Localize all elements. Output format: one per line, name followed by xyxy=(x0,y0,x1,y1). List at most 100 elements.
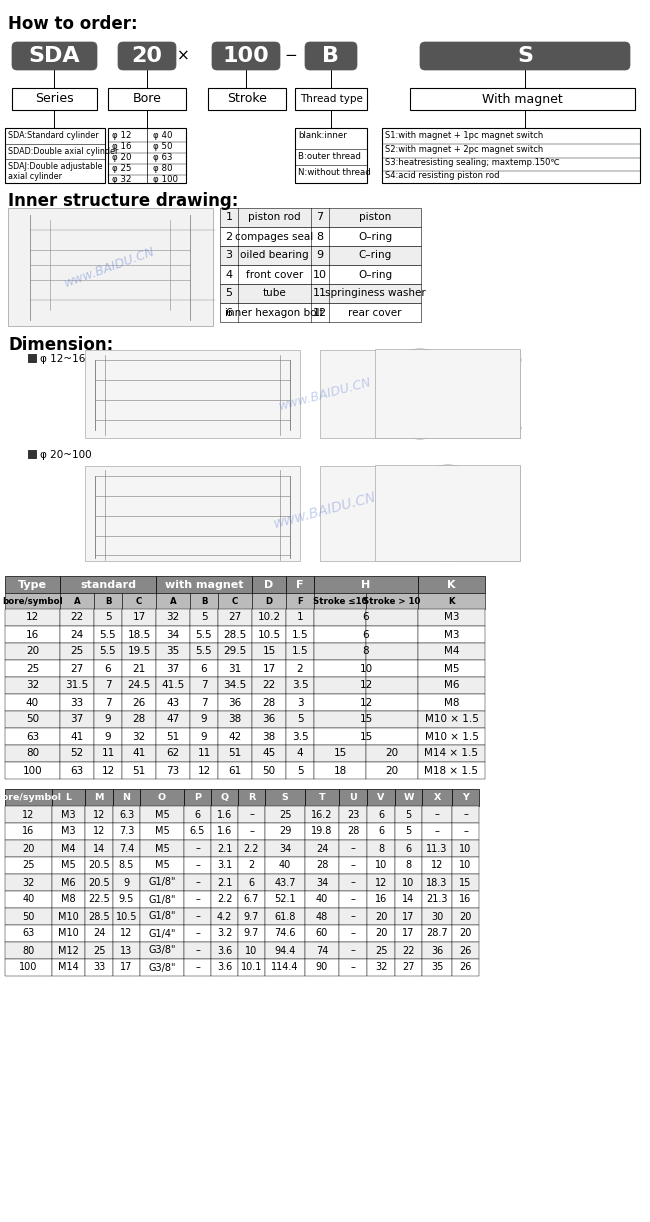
Text: 7.4: 7.4 xyxy=(119,843,134,853)
FancyBboxPatch shape xyxy=(118,42,176,70)
Bar xyxy=(218,694,252,711)
Text: Dimension:: Dimension: xyxy=(8,336,113,354)
Text: Type: Type xyxy=(18,579,47,589)
Text: 33: 33 xyxy=(70,698,84,708)
Bar xyxy=(375,466,520,561)
Text: 100: 100 xyxy=(20,963,38,973)
Bar xyxy=(218,593,252,609)
Text: 20: 20 xyxy=(375,912,387,921)
Bar xyxy=(422,840,452,857)
Text: 20: 20 xyxy=(26,646,39,656)
Text: 24: 24 xyxy=(93,929,105,938)
Text: 3.6: 3.6 xyxy=(217,963,232,973)
Text: 41.5: 41.5 xyxy=(161,681,185,690)
Bar xyxy=(252,609,286,626)
Bar xyxy=(265,874,305,891)
Text: 28.5: 28.5 xyxy=(88,912,110,921)
Text: oiled bearing: oiled bearing xyxy=(240,251,309,260)
Text: 6: 6 xyxy=(378,826,384,837)
Bar xyxy=(218,711,252,728)
Bar xyxy=(265,925,305,942)
Text: 37: 37 xyxy=(166,664,179,673)
Bar xyxy=(418,728,485,745)
Bar xyxy=(395,925,422,942)
Bar xyxy=(113,840,140,857)
Bar xyxy=(85,466,300,561)
Text: 3: 3 xyxy=(226,251,233,260)
Text: G3/8": G3/8" xyxy=(148,963,176,973)
Bar xyxy=(113,942,140,959)
Text: 6: 6 xyxy=(194,809,201,820)
Bar xyxy=(211,959,238,976)
Text: 51: 51 xyxy=(133,765,146,776)
Text: 41: 41 xyxy=(70,732,84,742)
Text: B: B xyxy=(322,46,339,66)
Bar xyxy=(5,959,52,976)
Text: 36: 36 xyxy=(431,946,443,956)
Text: –: – xyxy=(195,860,200,870)
Text: U: U xyxy=(349,793,357,802)
Text: K: K xyxy=(448,596,455,605)
Text: 45: 45 xyxy=(263,749,276,759)
Text: 20.5: 20.5 xyxy=(88,877,110,887)
Text: S4:acid resisting piston rod: S4:acid resisting piston rod xyxy=(385,171,499,181)
Bar xyxy=(113,891,140,908)
Text: 6: 6 xyxy=(363,629,369,639)
Bar xyxy=(85,807,113,822)
Text: M14 × 1.5: M14 × 1.5 xyxy=(424,749,478,759)
Bar xyxy=(140,925,184,942)
Bar xyxy=(422,807,452,822)
Bar xyxy=(418,660,485,677)
Text: 9: 9 xyxy=(105,732,111,742)
Bar xyxy=(211,942,238,959)
Text: φ 80: φ 80 xyxy=(153,164,172,174)
Bar xyxy=(190,677,218,694)
Bar xyxy=(5,609,60,626)
Text: 6: 6 xyxy=(363,612,369,622)
Text: 35: 35 xyxy=(166,646,179,656)
Text: Stroke > 10: Stroke > 10 xyxy=(363,596,421,605)
Bar xyxy=(140,959,184,976)
Bar xyxy=(60,576,156,593)
Text: –: – xyxy=(463,826,468,837)
Text: Bore: Bore xyxy=(133,93,161,105)
Text: compages seal: compages seal xyxy=(235,231,313,242)
Bar xyxy=(238,789,265,807)
Bar xyxy=(339,891,367,908)
Bar xyxy=(156,626,190,643)
Bar xyxy=(422,942,452,959)
Text: 24: 24 xyxy=(70,629,84,639)
Text: bore/symbol: bore/symbol xyxy=(2,596,63,605)
Text: 3.1: 3.1 xyxy=(217,860,232,870)
Bar xyxy=(305,891,339,908)
Bar xyxy=(265,891,305,908)
Bar xyxy=(418,745,485,763)
Bar xyxy=(220,208,421,227)
Bar xyxy=(286,660,314,677)
Text: 10.5: 10.5 xyxy=(257,629,281,639)
Bar xyxy=(314,576,418,593)
Text: 61: 61 xyxy=(228,765,242,776)
Bar xyxy=(211,822,238,840)
Text: 25: 25 xyxy=(93,946,105,956)
Text: M4: M4 xyxy=(61,843,76,853)
Bar xyxy=(94,745,122,763)
Text: 2: 2 xyxy=(248,860,255,870)
Text: 60: 60 xyxy=(316,929,328,938)
Bar xyxy=(339,874,367,891)
Text: M5: M5 xyxy=(155,860,170,870)
Text: –: – xyxy=(435,809,439,820)
Text: 74: 74 xyxy=(316,946,328,956)
Text: 7: 7 xyxy=(201,698,207,708)
Text: 25: 25 xyxy=(375,946,387,956)
Bar xyxy=(156,694,190,711)
Bar xyxy=(314,609,366,626)
Text: 17: 17 xyxy=(120,963,133,973)
Bar xyxy=(220,265,421,284)
Bar xyxy=(94,660,122,677)
Bar xyxy=(218,728,252,745)
Bar xyxy=(190,643,218,660)
Text: 38: 38 xyxy=(263,732,276,742)
Bar xyxy=(295,88,367,110)
Text: 12: 12 xyxy=(101,765,114,776)
